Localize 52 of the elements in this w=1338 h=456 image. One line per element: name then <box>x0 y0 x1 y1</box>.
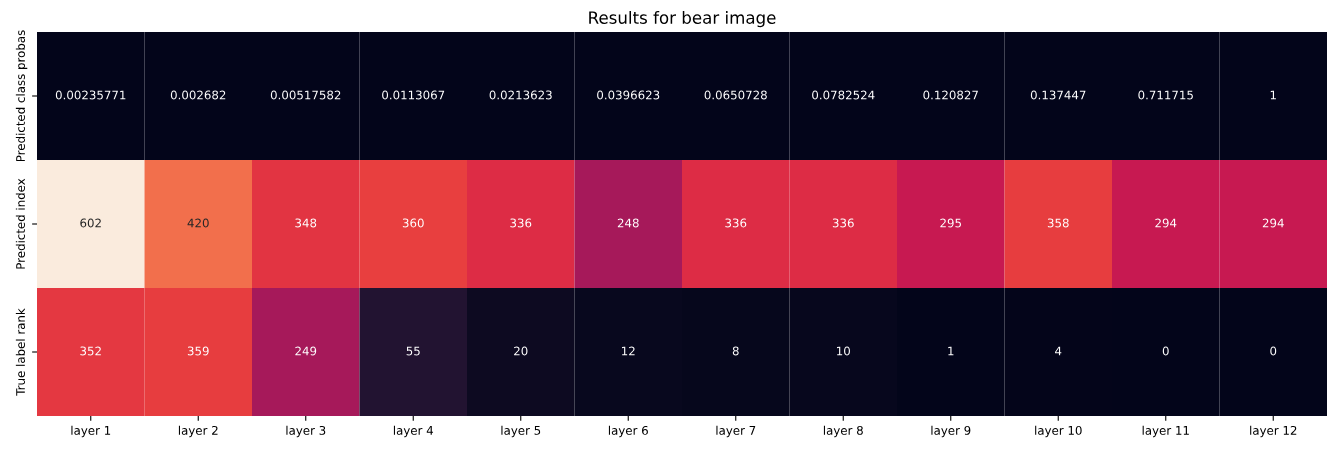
data-label: 8 <box>732 346 739 356</box>
y-tick-label: True label rank <box>15 308 25 396</box>
data-label: 0.120827 <box>923 90 978 100</box>
data-label: 20 <box>514 346 528 356</box>
data-label: 360 <box>402 218 424 228</box>
data-label: 4 <box>1055 346 1062 356</box>
data-label: 295 <box>940 218 961 228</box>
chart-title: Results for bear image <box>589 11 776 28</box>
data-label: 352 <box>80 346 101 356</box>
x-tick-label: layer 12 <box>1250 425 1297 438</box>
data-label: 0.0113067 <box>382 90 445 100</box>
data-label: 336 <box>832 218 854 228</box>
data-label: 0.0213623 <box>489 90 552 100</box>
x-tick-label: layer 5 <box>501 425 541 438</box>
data-label: 55 <box>406 346 420 356</box>
data-label: 0.711715 <box>1138 90 1193 100</box>
x-tick-label: layer 1 <box>71 425 111 438</box>
data-label: 0.0650728 <box>704 90 767 100</box>
data-label: 336 <box>510 218 532 228</box>
x-tick-label: layer 3 <box>286 425 326 438</box>
data-label: 0.137447 <box>1030 90 1086 100</box>
y-tick-label: Predicted class probas <box>15 30 28 162</box>
x-tick-label: layer 8 <box>823 425 863 438</box>
data-label: 358 <box>1047 218 1069 228</box>
data-label: 0 <box>1270 346 1277 356</box>
x-tick-label: layer 7 <box>716 425 756 438</box>
x-tick-label: layer 9 <box>931 425 971 438</box>
data-label: 294 <box>1262 218 1284 228</box>
data-label: 602 <box>80 218 101 228</box>
data-label: 1 <box>1270 90 1276 100</box>
data-label: 0.0782524 <box>812 90 875 100</box>
data-label: 0.00235771 <box>55 90 126 100</box>
x-tick-label: layer 10 <box>1035 425 1082 438</box>
data-label: 1 <box>948 346 954 356</box>
data-label: 0 <box>1162 346 1169 356</box>
data-label: 294 <box>1155 218 1177 228</box>
y-tick-label: Predicted index <box>15 178 25 269</box>
data-label: 12 <box>622 346 635 356</box>
x-tick-label: layer 2 <box>178 425 218 438</box>
data-label: 248 <box>617 218 639 228</box>
data-label: 348 <box>295 218 317 228</box>
data-label: 0.00517582 <box>270 90 341 100</box>
data-label: 420 <box>187 218 209 228</box>
data-label: 249 <box>295 346 317 356</box>
data-label: 0.0396623 <box>597 90 660 100</box>
data-label: 359 <box>187 346 209 356</box>
data-label: 0.002682 <box>170 90 226 100</box>
x-tick-label: layer 11 <box>1142 425 1189 438</box>
data-label: 10 <box>837 346 850 356</box>
data-label: 336 <box>725 218 747 228</box>
x-tick-label: layer 4 <box>393 425 434 438</box>
x-tick-label: layer 6 <box>608 425 648 438</box>
